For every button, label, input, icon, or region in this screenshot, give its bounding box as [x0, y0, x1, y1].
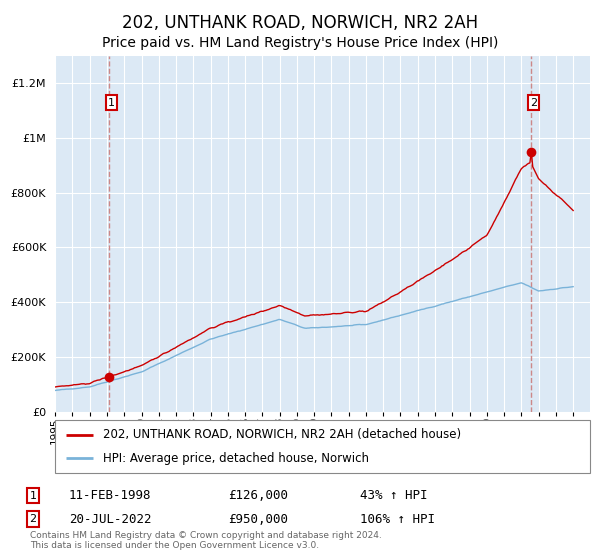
Text: 202, UNTHANK ROAD, NORWICH, NR2 2AH: 202, UNTHANK ROAD, NORWICH, NR2 2AH	[122, 14, 478, 32]
Text: 20-JUL-2022: 20-JUL-2022	[69, 512, 151, 526]
Text: Price paid vs. HM Land Registry's House Price Index (HPI): Price paid vs. HM Land Registry's House …	[102, 36, 498, 50]
Text: 1: 1	[29, 491, 37, 501]
Text: 2: 2	[29, 514, 37, 524]
Text: HPI: Average price, detached house, Norwich: HPI: Average price, detached house, Norw…	[103, 452, 370, 465]
Text: 2: 2	[530, 97, 537, 108]
Text: Contains HM Land Registry data © Crown copyright and database right 2024.
This d: Contains HM Land Registry data © Crown c…	[30, 530, 382, 550]
Text: 202, UNTHANK ROAD, NORWICH, NR2 2AH (detached house): 202, UNTHANK ROAD, NORWICH, NR2 2AH (det…	[103, 428, 461, 441]
Text: £950,000: £950,000	[228, 512, 288, 526]
Text: £126,000: £126,000	[228, 489, 288, 502]
Text: 11-FEB-1998: 11-FEB-1998	[69, 489, 151, 502]
Text: 43% ↑ HPI: 43% ↑ HPI	[360, 489, 427, 502]
Text: 1: 1	[108, 97, 115, 108]
Text: 106% ↑ HPI: 106% ↑ HPI	[360, 512, 435, 526]
